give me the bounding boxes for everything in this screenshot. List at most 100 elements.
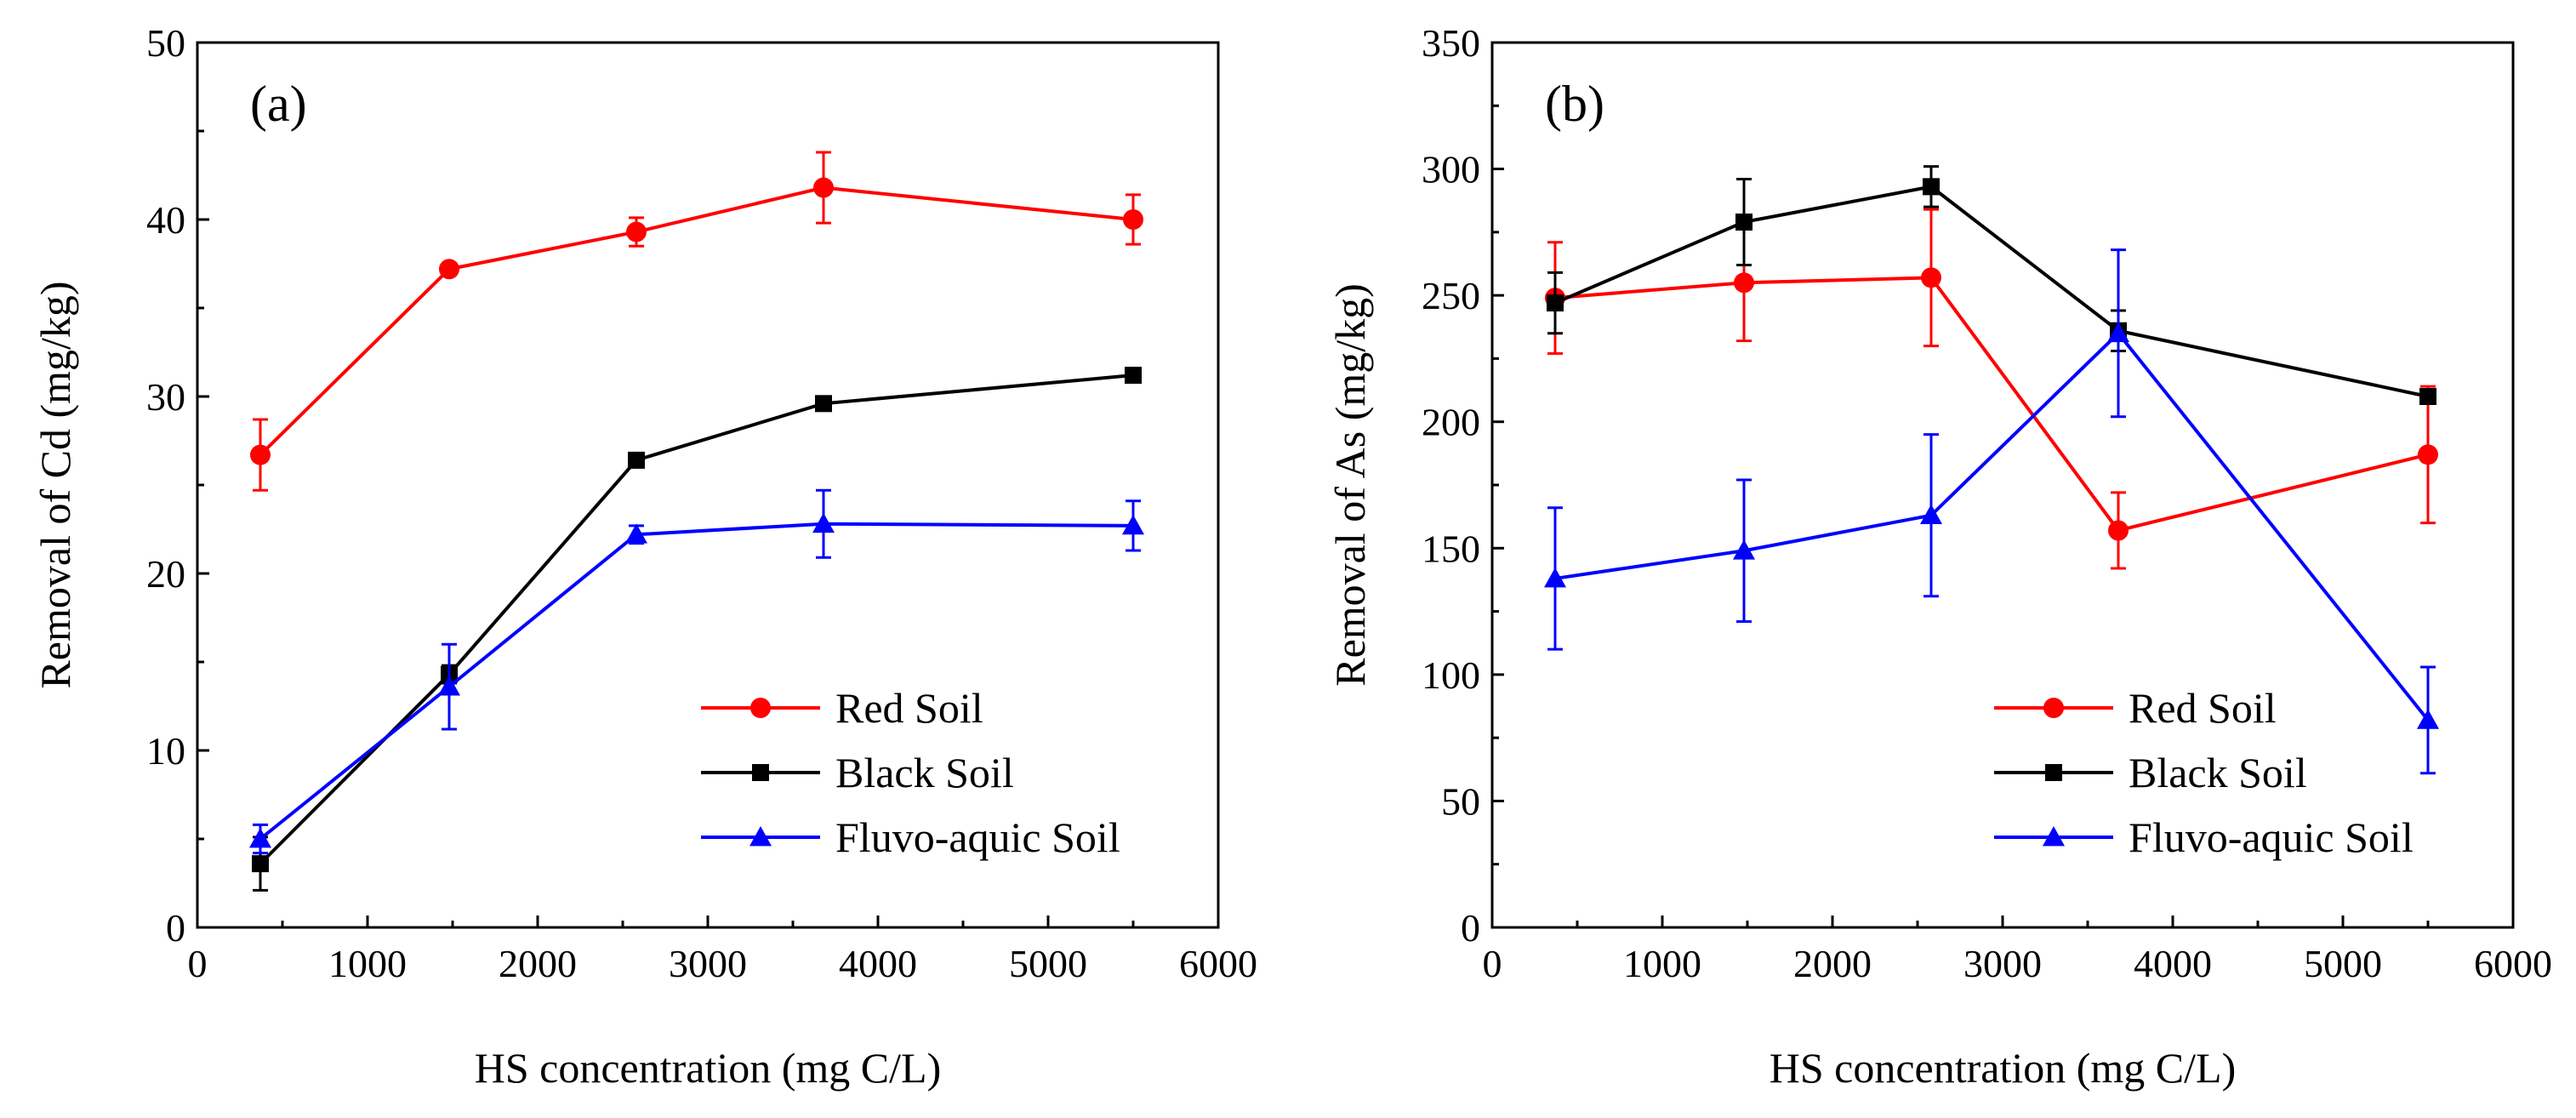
panel-label-a: (a) xyxy=(250,76,307,132)
legend-marker xyxy=(2043,826,2065,847)
data-point xyxy=(1123,209,1143,230)
data-point xyxy=(1547,294,1564,312)
x-tick-label: 2000 xyxy=(1793,942,1872,985)
data-point xyxy=(2419,388,2436,405)
y-tick-label: 150 xyxy=(1422,527,1480,570)
series-black-soil xyxy=(1547,165,2436,405)
y-tick-label: 300 xyxy=(1422,148,1480,191)
y-tick-label: 50 xyxy=(146,21,185,65)
plot-frame-a xyxy=(196,41,1220,929)
series-line xyxy=(1554,276,2429,533)
y-tick-label: 10 xyxy=(146,729,185,773)
x-tick-label: 0 xyxy=(188,942,208,985)
data-point xyxy=(438,676,460,696)
data-point xyxy=(626,221,647,242)
y-tick-label: 20 xyxy=(146,552,185,596)
x-tick-label: 1000 xyxy=(1623,942,1701,985)
series-fluvo-aquic-soil xyxy=(1544,248,2439,775)
x-tick-label: 1000 xyxy=(328,942,407,985)
data-point xyxy=(1921,267,1941,288)
data-point xyxy=(628,451,645,469)
data-point xyxy=(252,855,269,873)
y-tick-label: 100 xyxy=(1422,653,1480,697)
x-tick-label: 4000 xyxy=(2134,942,2212,985)
panel-label-b: (b) xyxy=(1545,76,1604,132)
legend-label: Fluvo-aquic Soil xyxy=(2129,813,2414,861)
y-tick-label: 50 xyxy=(1441,779,1480,823)
data-point xyxy=(2417,709,2439,729)
data-point xyxy=(625,523,647,544)
legend-marker xyxy=(749,826,772,847)
y-tick-label: 0 xyxy=(1461,906,1480,950)
plot-area-b xyxy=(1544,165,2439,775)
x-tick-label: 6000 xyxy=(1179,942,1257,985)
y-tick-label: 200 xyxy=(1422,401,1480,444)
legend-item: Fluvo-aquic Soil xyxy=(701,813,1120,861)
panel-a: 0 1000 2000 3000 4000 5000 6000 0 10 20 30 40 50 (a)… xyxy=(31,21,1257,1092)
data-point xyxy=(1735,213,1752,231)
series-line xyxy=(259,185,1134,457)
legend-marker xyxy=(2043,698,2064,718)
series-red-soil xyxy=(250,151,1143,492)
data-point xyxy=(1122,514,1144,535)
series-fluvo-aquic-soil xyxy=(249,488,1144,855)
series-line xyxy=(1554,185,2429,398)
legend-b: Red Soil Black Soil Fluvo-aquic Soil xyxy=(1994,684,2414,861)
legend-item: Fluvo-aquic Soil xyxy=(1994,813,2414,861)
data-point xyxy=(2418,444,2438,465)
legend-marker xyxy=(2045,764,2062,781)
legend-item: Red Soil xyxy=(701,684,983,732)
series-red-soil xyxy=(1545,208,2438,570)
data-point xyxy=(815,395,832,413)
y-tick-label: 350 xyxy=(1422,21,1480,65)
y-axis-title-a: Removal of Cd (mg/kg) xyxy=(31,281,79,688)
legend-label: Black Soil xyxy=(835,749,1014,796)
y-tick-label: 30 xyxy=(146,375,185,419)
x-tick-label: 3000 xyxy=(1963,942,2042,985)
data-point xyxy=(813,177,834,198)
legend-marker xyxy=(752,764,769,781)
legend-item: Red Soil xyxy=(1994,684,2277,732)
legend-item: Black Soil xyxy=(1994,749,2307,796)
x-tick-label: 3000 xyxy=(669,942,747,985)
x-tick-label: 5000 xyxy=(1009,942,1087,985)
x-tick-label: 4000 xyxy=(839,942,917,985)
x-tick-label: 0 xyxy=(1483,942,1502,985)
plot-frame-b xyxy=(1490,41,2515,929)
data-point xyxy=(1923,178,1940,196)
plot-area-a xyxy=(249,151,1144,892)
legend-label: Red Soil xyxy=(2129,684,2277,732)
series-line xyxy=(1554,330,2430,722)
data-point xyxy=(250,444,271,465)
data-point xyxy=(2107,322,2129,343)
legend-label: Fluvo-aquic Soil xyxy=(835,813,1120,861)
axis-ticks-b: 0 1000 2000 3000 4000 5000 6000 0 50 100 150 200 250… xyxy=(1422,21,2552,985)
legend-a: Red Soil Black Soil Fluvo-aquic Soil xyxy=(701,684,1120,861)
x-tick-label: 2000 xyxy=(499,942,577,985)
data-point xyxy=(1544,567,1566,588)
y-tick-label: 40 xyxy=(146,198,185,242)
panel-b: 0 1000 2000 3000 4000 5000 6000 0 50 100 150 200 250… xyxy=(1326,21,2552,1092)
legend-label: Black Soil xyxy=(2129,749,2307,796)
data-point xyxy=(439,259,459,280)
y-tick-label: 0 xyxy=(166,906,185,950)
axis-ticks-a: 0 1000 2000 3000 4000 5000 6000 0 10 20 30 40 50 xyxy=(146,21,1257,985)
x-axis-title-b: HS concentration (mg C/L) xyxy=(1770,1044,2237,1092)
legend-item: Black Soil xyxy=(701,749,1014,796)
data-point xyxy=(2108,520,2129,541)
y-tick-label: 250 xyxy=(1422,274,1480,317)
x-tick-label: 6000 xyxy=(2474,942,2552,985)
x-tick-label: 5000 xyxy=(2304,942,2382,985)
series-black-soil xyxy=(252,367,1142,892)
y-axis-title-b: Removal of As (mg/kg) xyxy=(1326,283,1374,687)
data-point xyxy=(1125,367,1142,385)
legend-marker xyxy=(750,698,771,718)
x-axis-title-a: HS concentration (mg C/L) xyxy=(475,1044,942,1092)
data-point xyxy=(1734,272,1754,294)
legend-label: Red Soil xyxy=(835,684,983,732)
data-point xyxy=(1920,504,1942,525)
data-point xyxy=(1733,539,1755,560)
data-point xyxy=(249,828,271,848)
data-point xyxy=(812,512,835,533)
